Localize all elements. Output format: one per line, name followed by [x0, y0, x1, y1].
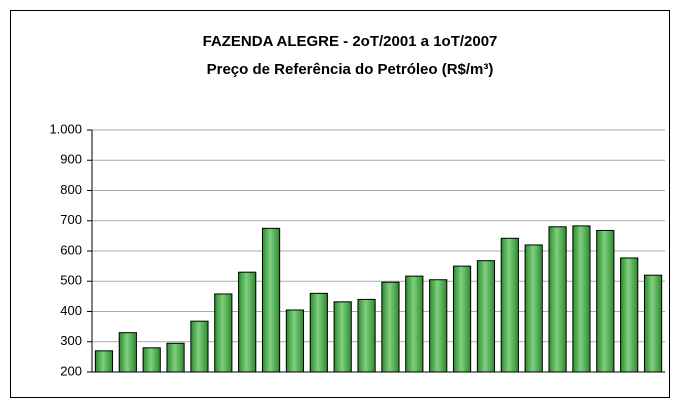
y-tick-label: 1.000 [49, 121, 82, 136]
bar [643, 274, 663, 373]
chart-subtitle: Preço de Referência do Petróleo (R$/m³) [207, 61, 494, 78]
bar [524, 244, 543, 373]
bar [333, 301, 352, 373]
bar [238, 271, 257, 373]
bar [429, 279, 448, 373]
bar [214, 293, 233, 373]
bar [548, 226, 567, 373]
bar [452, 265, 472, 373]
y-tick-label: 900 [60, 152, 82, 167]
bar [118, 332, 137, 373]
bar [596, 229, 615, 373]
bar [357, 298, 376, 373]
bar [142, 347, 161, 373]
chart-title: FAZENDA ALEGRE - 2oT/2001 a 1oT/2007 [203, 33, 498, 50]
bar [381, 281, 400, 373]
y-tick-label: 200 [60, 363, 82, 378]
bar [500, 237, 519, 373]
bar [190, 320, 209, 373]
y-tick-label: 600 [60, 242, 82, 257]
bar [309, 292, 328, 373]
bar [476, 260, 496, 373]
bar [405, 275, 424, 373]
bar [620, 257, 639, 373]
bar [572, 225, 591, 373]
y-tick-label: 400 [60, 303, 82, 318]
y-tick-label: 700 [60, 212, 82, 227]
bar [285, 309, 305, 373]
bar [166, 342, 185, 373]
y-tick-label: 300 [60, 333, 82, 348]
y-tick-label: 800 [60, 182, 82, 197]
bar [94, 350, 114, 373]
bar [261, 227, 281, 373]
y-tick-label: 500 [60, 273, 82, 288]
